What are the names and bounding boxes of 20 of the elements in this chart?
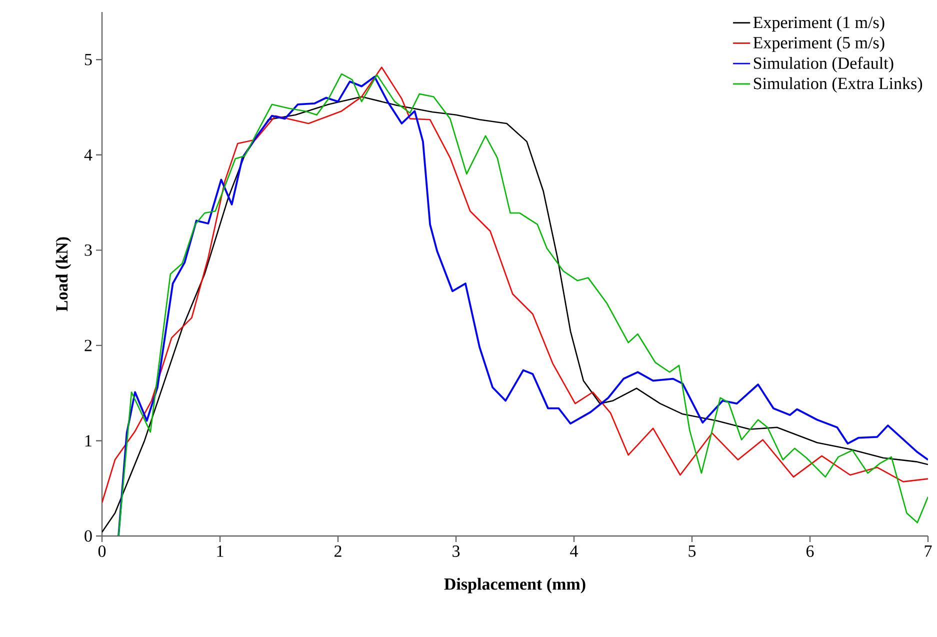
legend-label: Experiment (5 m/s) [753, 36, 884, 52]
y-tick-label: 0 [84, 530, 92, 542]
y-tick-label: 5 [84, 54, 92, 66]
y-tick-label: 3 [84, 244, 92, 256]
legend-label: Simulation (Extra Links) [754, 77, 922, 93]
x-tick-label: 2 [334, 546, 342, 557]
legend-label: Simulation (Default) [754, 56, 894, 72]
legend-label: Experiment (1 m/s) [753, 16, 884, 32]
x-tick-label: 1 [217, 546, 224, 557]
x-tick-label: 6 [806, 546, 814, 557]
x-tick-label: 4 [570, 546, 578, 557]
y-tick-label: 1 [85, 435, 92, 446]
y-tick-label: 4 [84, 149, 92, 160]
x-tick-label: 5 [688, 546, 696, 557]
y-axis-title: Load (kN) [56, 237, 72, 312]
x-tick-label: 7 [924, 546, 932, 557]
x-axis-title: Displacement (mm) [444, 578, 586, 594]
x-tick-label: 0 [98, 546, 106, 557]
y-tick-label: 2 [84, 340, 92, 352]
x-tick-label: 3 [452, 546, 460, 557]
